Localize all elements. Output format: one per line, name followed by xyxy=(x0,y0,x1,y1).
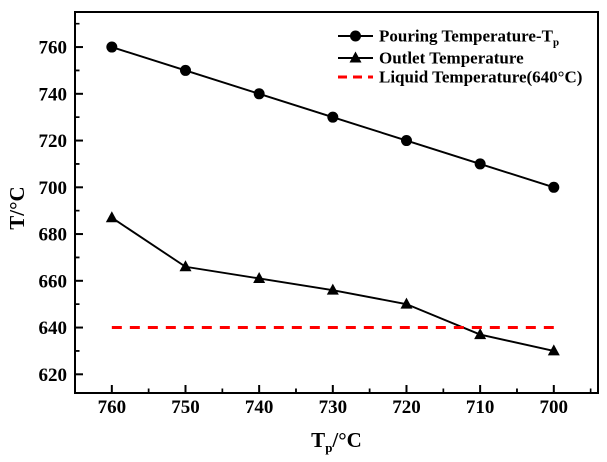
triangle-marker xyxy=(105,211,118,223)
y-tick-label: 760 xyxy=(39,38,68,59)
triangle-marker xyxy=(547,344,560,356)
x-axis-title: Tp/°C xyxy=(311,428,362,455)
x-tick-label: 760 xyxy=(98,397,127,418)
y-tick-label: 640 xyxy=(39,318,68,339)
legend-item: Liquid Temperature(640°C) xyxy=(338,68,582,87)
legend-item: Pouring Temperature-Tp xyxy=(338,27,559,49)
circle-marker xyxy=(106,41,118,53)
circle-marker xyxy=(474,158,486,170)
x-tick-label: 750 xyxy=(171,397,200,418)
y-tick-label: 700 xyxy=(39,178,68,199)
x-axis: 760 750 740 730 720 710 700 xyxy=(98,385,592,418)
x-tick-label: 730 xyxy=(319,397,348,418)
circle-marker xyxy=(327,111,339,123)
legend-label: Outlet Temperature xyxy=(379,49,524,68)
y-tick-label: 740 xyxy=(39,84,68,105)
legend-label: Liquid Temperature(640°C) xyxy=(379,68,582,87)
x-tick-label: 710 xyxy=(466,397,495,418)
legend-triangle-marker xyxy=(349,51,362,63)
x-tick-label: 740 xyxy=(245,397,274,418)
circle-marker xyxy=(548,181,560,193)
triangle-marker xyxy=(326,283,339,295)
plot-frame xyxy=(74,11,599,394)
x-tick-label: 720 xyxy=(392,397,421,418)
y-tick-label: 720 xyxy=(39,131,68,152)
triangle-marker xyxy=(179,260,192,272)
triangle-marker xyxy=(474,328,487,340)
y-axis: 620 640 660 680 700 720 740 760 xyxy=(39,22,83,386)
circle-marker xyxy=(253,88,265,100)
y-tick-label: 660 xyxy=(39,271,68,292)
triangle-marker xyxy=(253,271,266,283)
triangle-marker xyxy=(400,297,413,309)
circle-marker xyxy=(179,64,191,76)
series-pouring-temperature-tp xyxy=(106,41,560,193)
series-outlet-temperature xyxy=(105,211,560,356)
y-tick-label: 680 xyxy=(39,225,68,246)
legend-label: Pouring Temperature-Tp xyxy=(379,27,559,49)
x-tick-label: 700 xyxy=(540,397,569,418)
legend-item: Outlet Temperature xyxy=(338,49,524,68)
y-axis-title: T/°C xyxy=(5,186,29,229)
y-tick-label: 620 xyxy=(39,365,68,386)
legend-circle-marker xyxy=(350,30,361,42)
circle-marker xyxy=(400,135,412,147)
